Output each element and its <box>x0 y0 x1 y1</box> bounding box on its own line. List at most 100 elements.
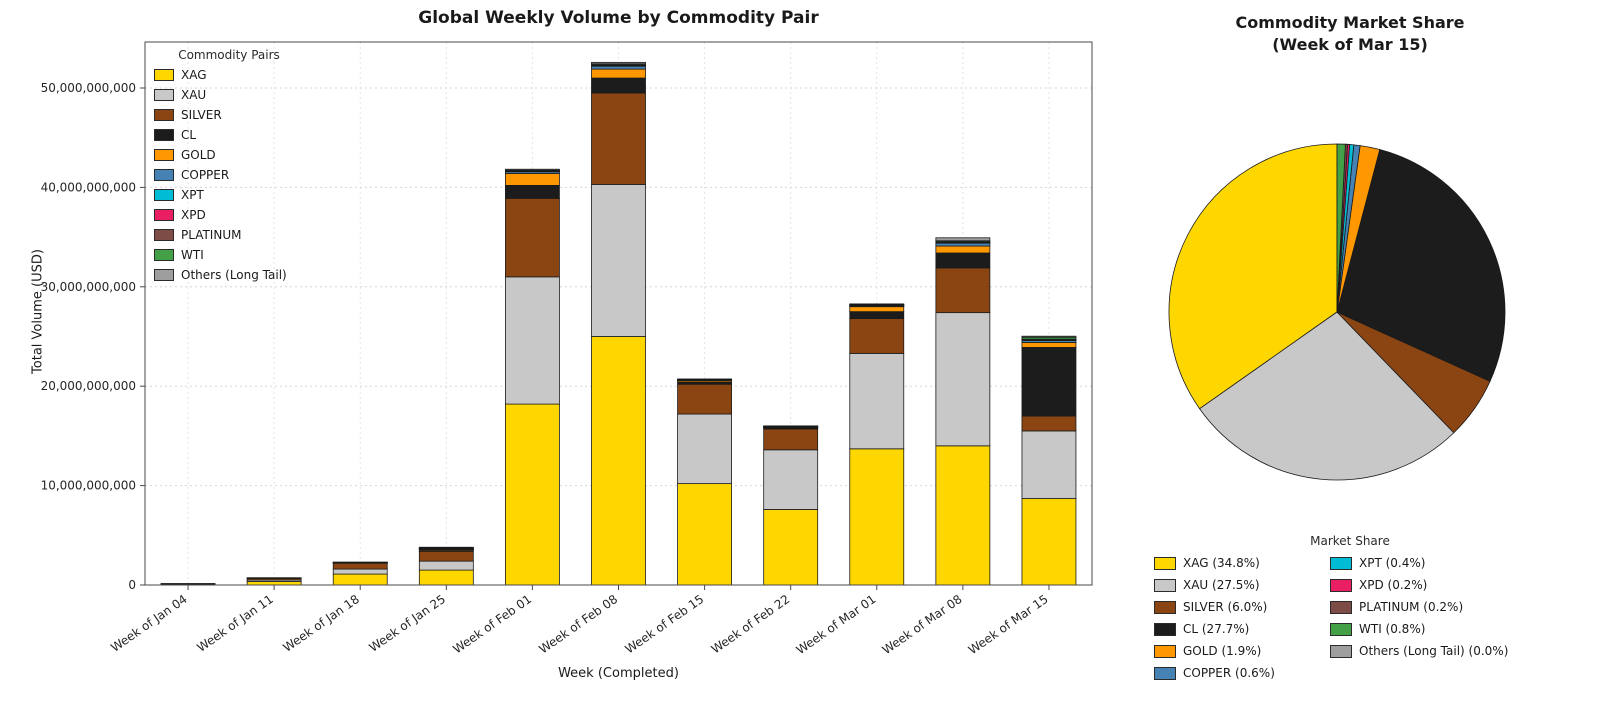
bar-segment-silver <box>591 92 646 185</box>
bar-segment-xag <box>1021 498 1077 586</box>
bar-segment-others-long-tail <box>935 237 991 242</box>
bar-segment-others-long-tail <box>591 61 646 65</box>
legend-label: XAG <box>181 68 207 82</box>
legend-label: XAU (27.5%) <box>1183 578 1260 592</box>
x-tick-label: Week of Mar 08 <box>880 592 965 657</box>
legend-label: COPPER <box>181 168 230 182</box>
bar-segment-xag <box>246 581 302 586</box>
bar-segment-xag <box>763 509 819 586</box>
x-tick-label: Week of Jan 25 <box>367 592 448 655</box>
x-tick-label: Week of Jan 18 <box>280 592 361 655</box>
legend-label: COPPER (0.6%) <box>1183 666 1275 680</box>
y-tick-label: 20,000,000,000 <box>41 379 136 393</box>
bar-segment-xag <box>935 445 991 586</box>
bar-segment-others-long-tail <box>246 577 302 579</box>
bar-legend-items: XAG XAU SILVER CL GOLD COPPER XPT XPD PLATINUM WT… <box>154 65 304 285</box>
legend-item-wti: WTI <box>154 245 304 265</box>
y-tick-label: 0 <box>128 578 136 592</box>
legend-swatch-cl <box>154 129 174 141</box>
legend-item-gold: GOLD (1.9%) <box>1154 640 1330 662</box>
x-tick-label: Week of Feb 08 <box>536 592 620 656</box>
legend-item-copper: COPPER <box>154 165 304 185</box>
pie-slice-xag <box>1168 143 1338 410</box>
bar-segment-others-long-tail <box>849 303 905 305</box>
legend-swatch-xpt <box>154 189 174 201</box>
legend-label: WTI <box>181 248 204 262</box>
legend-item-xpt: XPT <box>154 185 304 205</box>
legend-swatch-xpt <box>1330 556 1352 570</box>
bar-segment-others-long-tail <box>763 425 819 427</box>
legend-item-xag: XAG <box>154 65 304 85</box>
x-tick-label: Week of Feb 01 <box>450 592 534 656</box>
legend-label: GOLD <box>181 148 216 162</box>
bar-segment-others-long-tail <box>332 561 388 564</box>
legend-label: XPT (0.4%) <box>1359 556 1426 570</box>
y-tick-label: 50,000,000,000 <box>41 81 136 95</box>
legend-label: SILVER (6.0%) <box>1183 600 1268 614</box>
legend-swatch-copper <box>1154 666 1176 680</box>
legend-item-xpt: XPT (0.4%) <box>1330 552 1508 574</box>
x-tick-label: Week of Jan 04 <box>108 592 189 655</box>
legend-swatch-silver <box>154 109 174 121</box>
bar-chart-title: Global Weekly Volume by Commodity Pair <box>418 8 819 28</box>
bar-segment-xag <box>505 403 560 586</box>
bar-segment-xau <box>1021 430 1077 499</box>
legend-item-cl: CL <box>154 125 304 145</box>
bar-segment-cl <box>935 252 991 269</box>
bar-segment-xau <box>677 413 732 485</box>
legend-item-xau: XAU (27.5%) <box>1154 574 1330 596</box>
bar-segment-xau <box>505 276 560 405</box>
y-tick-label: 30,000,000,000 <box>41 280 136 294</box>
bar-segment-xag <box>332 573 388 586</box>
bar-segment-others-long-tail <box>418 546 474 549</box>
pie-legend-columns: XAG (34.8%) XAU (27.5%) SILVER (6.0%) CL (2… <box>1138 552 1562 684</box>
legend-swatch-copper <box>154 169 174 181</box>
legend-label: XAU <box>181 88 207 102</box>
bar-segment-xau <box>332 568 388 575</box>
bar-segment-silver <box>935 267 991 314</box>
bar-legend-title: Commodity Pairs <box>178 48 280 62</box>
y-tick-label: 40,000,000,000 <box>41 180 136 194</box>
legend-item-xau: XAU <box>154 85 304 105</box>
legend-item-cl: CL (27.7%) <box>1154 618 1330 640</box>
pie-chart-legend: Market Share XAG (34.8%) XAU (27.5%) SILVE… <box>1138 534 1562 684</box>
pie-chart-title: Commodity Market Share (Week of Mar 15) <box>1140 12 1560 57</box>
bar-segment-xag <box>418 569 474 586</box>
bar-segment-xag <box>677 483 732 586</box>
legend-item-others-long-tail: Others (Long Tail) <box>154 265 304 285</box>
bar-segment-xau <box>935 312 991 447</box>
legend-label: WTI (0.8%) <box>1359 622 1426 636</box>
bar-segment-others-long-tail <box>677 378 732 380</box>
x-tick-label: Week of Feb 22 <box>709 592 793 656</box>
legend-swatch-xag <box>154 69 174 81</box>
legend-swatch-gold <box>154 149 174 161</box>
legend-label: XPT <box>181 188 204 202</box>
legend-item-xag: XAG (34.8%) <box>1154 552 1330 574</box>
legend-item-wti: WTI (0.8%) <box>1330 618 1508 640</box>
bar-segment-gold <box>849 306 905 313</box>
bar-segment-cl <box>1021 347 1077 417</box>
legend-item-copper: COPPER (0.6%) <box>1154 662 1330 684</box>
legend-swatch-silver <box>1154 600 1176 614</box>
legend-item-silver: SILVER (6.0%) <box>1154 596 1330 618</box>
x-axis-label: Week (Completed) <box>558 666 679 681</box>
pie-slice-cl <box>1336 149 1506 382</box>
legend-swatch-xpd <box>154 209 174 221</box>
bar-chart-legend: Commodity Pairs XAG XAU SILVER CL GOLD COPPER… <box>154 48 304 285</box>
bar-segment-xag <box>849 448 905 586</box>
legend-label: GOLD (1.9%) <box>1183 644 1262 658</box>
legend-label: PLATINUM <box>181 228 242 242</box>
pie-title-line-2: (Week of Mar 15) <box>1272 35 1428 55</box>
bar-segment-silver <box>505 197 560 278</box>
bar-segment-others-long-tail <box>1021 335 1077 338</box>
bar-segment-gold <box>591 68 646 79</box>
bar-segment-others-long-tail <box>505 168 560 171</box>
pie-title-line-1: Commodity Market Share <box>1235 13 1465 32</box>
bar-segment-silver <box>418 550 474 562</box>
y-axis-label: Total Volume (USD) <box>30 249 46 374</box>
legend-swatch-xau <box>154 89 174 101</box>
x-tick-label: Week of Jan 11 <box>194 592 275 655</box>
bar-segment-xau <box>849 352 905 450</box>
legend-swatch-xau <box>1154 578 1176 592</box>
